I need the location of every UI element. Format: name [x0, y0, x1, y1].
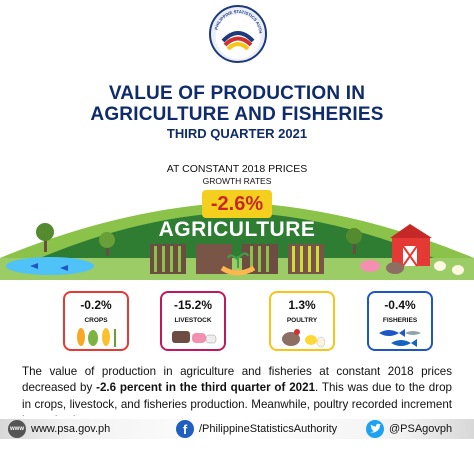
svg-text:PHILIPPINE STATISTICS AUTHORIT: PHILIPPINE STATISTICS AUTHORITY [209, 5, 263, 34]
poultry-card: 1.3% POULTRY [269, 291, 335, 351]
hand-sprout-icon [220, 265, 256, 276]
tree-icon [36, 223, 54, 252]
psa-logo-emblem-icon: PHILIPPINE STATISTICS AUTHORITY [209, 5, 263, 51]
fish-icon [30, 263, 68, 271]
livestock-card: -15.2% LIVESTOCK [160, 291, 226, 351]
twitter-text: @PSAgovph [389, 423, 453, 435]
goat-icon [386, 262, 404, 274]
twitter-icon [366, 420, 384, 438]
footer-band [0, 419, 474, 439]
tree-icon [346, 228, 362, 254]
barn-icon [390, 224, 432, 267]
psa-logo: PHILIPPINE STATISTICS AUTHORITY [197, 3, 277, 69]
subtitle: THIRD QUARTER 2021 [166, 126, 308, 141]
farm-scene-illustration [0, 202, 474, 280]
tree-icon [99, 232, 115, 256]
website-link[interactable]: www www.psa.gov.ph [8, 418, 110, 440]
poultry-label: POULTRY [286, 317, 318, 324]
agriculture-growth-rate: -2.6% [202, 190, 272, 218]
psa-logo-text: PHILIPPINE STATISTICS AUTHORITY [209, 5, 263, 34]
livestock-label: LIVESTOCK [174, 317, 212, 324]
fisheries-growth-rate: -0.4% [384, 298, 416, 312]
summary-text-1: The value of production in agriculture a… [22, 365, 452, 395]
summary-paragraph: The value of production in agriculture a… [22, 364, 452, 430]
twitter-link[interactable]: @PSAgovph [366, 418, 452, 440]
crops-label: CROPS [84, 317, 108, 324]
poultry-growth-rate: 1.3% [288, 298, 316, 312]
crops-growth-rate: -0.2% [80, 298, 112, 312]
crops-icon [77, 328, 116, 347]
globe-icon: www [8, 420, 26, 438]
pond-icon [6, 257, 94, 275]
livestock-icon [172, 331, 217, 344]
facebook-text: /PhilippineStatisticsAuthority [199, 423, 338, 435]
fisheries-icon [379, 329, 421, 347]
fisheries-label: FISHERIES [382, 317, 418, 324]
psa-logo-ring [209, 5, 267, 63]
chicken-icon [434, 261, 446, 271]
growth-note: GROWTH RATES [202, 176, 272, 186]
crops-card: -0.2% CROPS [63, 291, 129, 351]
summary-text-bold: -2.6 percent in the third quarter of 202… [96, 381, 316, 395]
facebook-link[interactable]: f /PhilippineStatisticsAuthority [176, 418, 337, 440]
poultry-icon [282, 329, 326, 348]
livestock-growth-rate: -15.2% [173, 298, 213, 312]
pig-icon [360, 260, 380, 272]
agriculture-label: AGRICULTURE [158, 218, 316, 241]
website-text: www.psa.gov.ph [31, 423, 111, 435]
facebook-icon: f [176, 420, 194, 438]
title-line-1: VALUE OF PRODUCTION IN [108, 83, 366, 104]
prices-note: AT CONSTANT 2018 PRICES [166, 163, 308, 175]
chicken-icon [452, 265, 464, 275]
title-line-2: AGRICULTURE AND FISHERIES [90, 104, 384, 125]
fisheries-card: -0.4% FISHERIES [367, 291, 433, 351]
